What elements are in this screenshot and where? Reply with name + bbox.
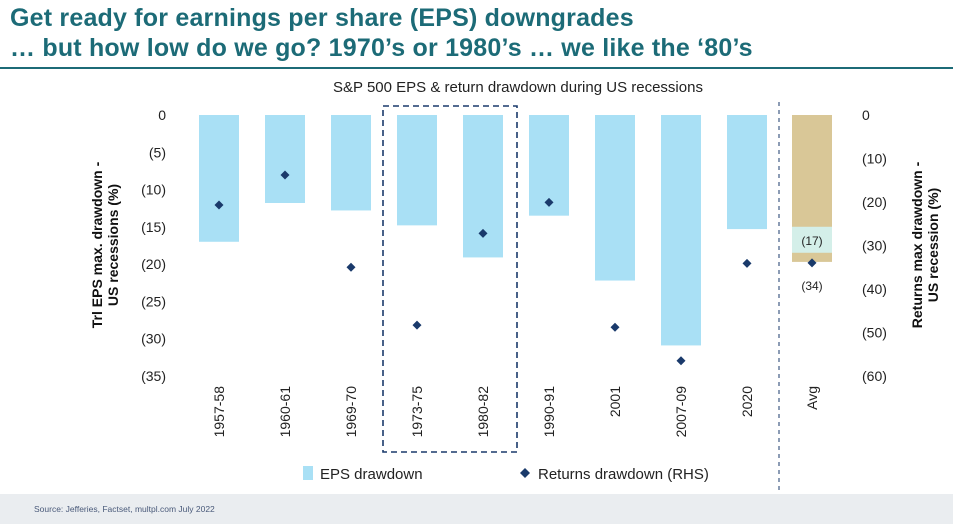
page-title-line-2: … but how low do we go? 1970’s or 1980’s… [10, 34, 753, 62]
x-label-1957-58: 1957-58 [211, 386, 227, 438]
x-label-1990-91: 1990-91 [541, 386, 557, 438]
left-tick-label: (5) [149, 144, 166, 160]
left-tick-label: (10) [141, 182, 166, 198]
eps-bar-1973-75 [397, 115, 437, 226]
legend-returns-label: Returns drawdown (RHS) [538, 466, 709, 483]
eps-bar-2007-09 [661, 115, 701, 346]
returns-marker-2020 [742, 258, 752, 268]
x-label-1960-61: 1960-61 [277, 386, 293, 438]
returns-marker-2007-09 [676, 356, 686, 366]
returns-marker-1969-70 [346, 262, 356, 272]
avg-gap [792, 261, 832, 278]
left-tick-label: (25) [141, 293, 166, 309]
eps-bar-2020 [727, 115, 767, 230]
right-tick-label: 0 [862, 107, 870, 123]
category-labels: 1957-58 1960-61 1969-70 1973-75 1980-82 1990-… [211, 386, 820, 438]
right-tick-label: (50) [862, 325, 887, 341]
axis-label-line: US recession (%) [925, 188, 941, 302]
x-label-2001: 2001 [607, 386, 623, 417]
left-tick-label: (35) [141, 368, 166, 384]
avg-eps-label: (17) [801, 234, 822, 248]
avg-column: (17) (34) [792, 115, 832, 293]
legend-returns-marker [520, 468, 530, 478]
eps-bar-2001 [595, 115, 635, 281]
x-label-1973-75: 1973-75 [409, 386, 425, 438]
avg-returns-label: (34) [801, 279, 822, 293]
right-axis-ticks: 0 (10) (20) (30) (40) (50) (60) [862, 107, 887, 384]
x-label-2020: 2020 [739, 386, 755, 417]
right-axis-label: Returns max drawdown -US recession (%) [909, 161, 941, 328]
drawdown-chart: S&P 500 EPS & return drawdown during US … [89, 79, 941, 492]
returns-marker-1990-91 [544, 197, 554, 207]
axis-label-line: Trl EPS max. drawdown - [89, 161, 105, 328]
axis-label-line: US recessions (%) [105, 184, 121, 306]
x-label-1969-70: 1969-70 [343, 386, 359, 438]
right-tick-label: (20) [862, 194, 887, 210]
eps-bar-1960-61 [265, 115, 305, 203]
returns-markers [214, 170, 817, 366]
title-divider [0, 67, 953, 69]
legend-eps-swatch [303, 466, 313, 480]
left-tick-label: 0 [158, 107, 166, 123]
returns-marker-1957-58 [214, 200, 224, 210]
chart-title: S&P 500 EPS & return drawdown during US … [333, 79, 703, 96]
axis-label-line: Returns max drawdown - [909, 161, 925, 328]
returns-marker-Avg [807, 258, 817, 268]
page-title-line-1: Get ready for earnings per share (EPS) d… [10, 4, 634, 32]
source-note: Source: Jefferies, Factset, multpl.com J… [34, 504, 215, 514]
returns-marker-1960-61 [280, 170, 290, 180]
legend: EPS drawdown Returns drawdown (RHS) [303, 466, 709, 483]
right-tick-label: (10) [862, 151, 887, 167]
x-label-1980-82: 1980-82 [475, 386, 491, 438]
left-tick-label: (30) [141, 331, 166, 347]
left-tick-label: (20) [141, 256, 166, 272]
returns-marker-1973-75 [412, 320, 422, 330]
eps-bar-1969-70 [331, 115, 371, 211]
returns-marker-2001 [610, 322, 620, 332]
x-label-2007-09: 2007-09 [673, 386, 689, 438]
footer-bar: Source: Jefferies, Factset, multpl.com J… [0, 494, 953, 524]
right-tick-label: (60) [862, 368, 887, 384]
eps-bar-1957-58 [199, 115, 239, 242]
avg-eps-label-box [792, 226, 832, 253]
right-tick-label: (30) [862, 238, 887, 254]
legend-eps-label: EPS drawdown [320, 466, 423, 483]
right-tick-label: (40) [862, 281, 887, 297]
x-label-Avg: Avg [804, 386, 820, 410]
returns-marker-1980-82 [478, 228, 488, 238]
left-axis-label: Trl EPS max. drawdown -US recessions (%) [89, 161, 121, 328]
left-tick-label: (15) [141, 219, 166, 235]
left-axis-ticks: 0 (5) (10) (15) (20) (25) (30) (35) [141, 107, 166, 384]
